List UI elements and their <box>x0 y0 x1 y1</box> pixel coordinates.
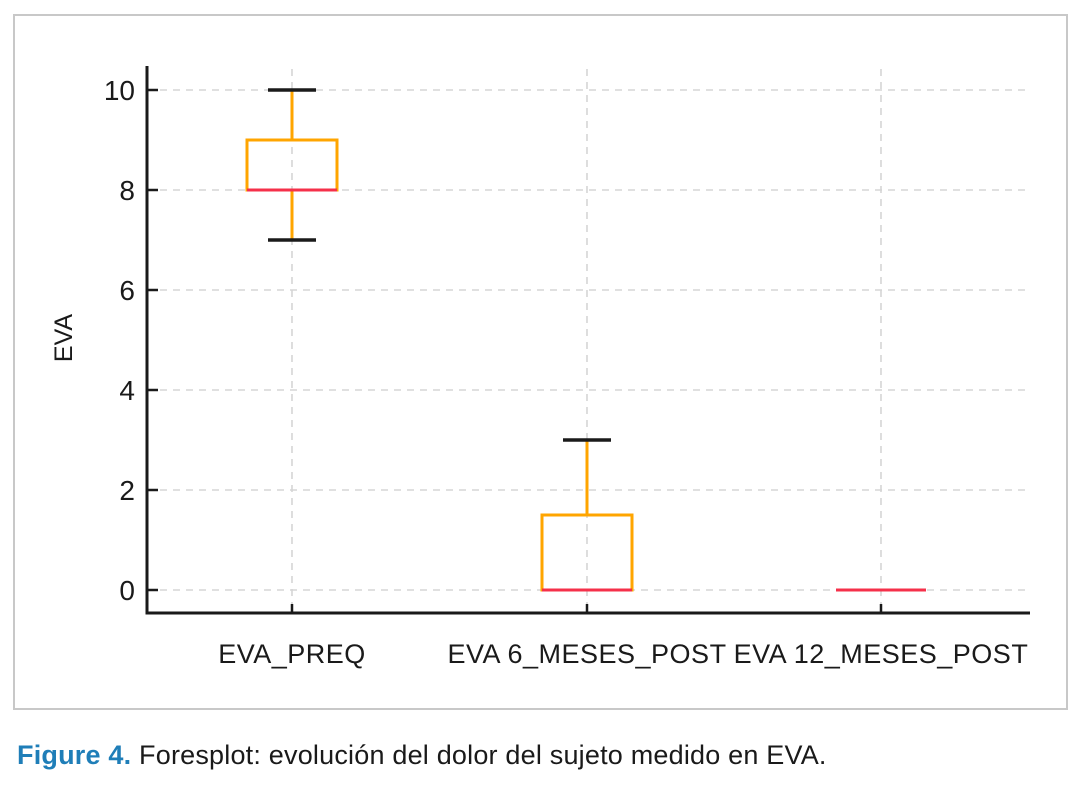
x-tick-label: EVA 12_MESES_POST <box>734 639 1029 669</box>
y-tick-label: 8 <box>119 175 135 206</box>
figure-panel: 0 2 4 6 8 10 EVA_PREQ EVA 6_MESES_POST EVA 12_ME… <box>13 14 1068 710</box>
figure-caption-label: Figure 4. <box>17 740 132 770</box>
y-tick-label: 4 <box>119 375 135 406</box>
figure-caption: Figure 4. Foresplot: evolución del dolor… <box>17 738 1067 773</box>
x-tick-label: EVA 6_MESES_POST <box>447 639 726 669</box>
y-axis-title: EVA <box>50 314 78 362</box>
boxplot-chart: 0 2 4 6 8 10 EVA_PREQ EVA 6_MESES_POST EVA 12_ME… <box>50 66 1030 669</box>
x-tick-label: EVA_PREQ <box>218 639 366 669</box>
y-tick-label: 2 <box>119 475 135 506</box>
figure-caption-text: Foresplot: evolución del dolor del sujet… <box>131 740 827 770</box>
y-tick-label: 6 <box>119 275 135 306</box>
y-tick-label: 0 <box>119 575 135 606</box>
y-tick-label: 10 <box>104 75 135 106</box>
